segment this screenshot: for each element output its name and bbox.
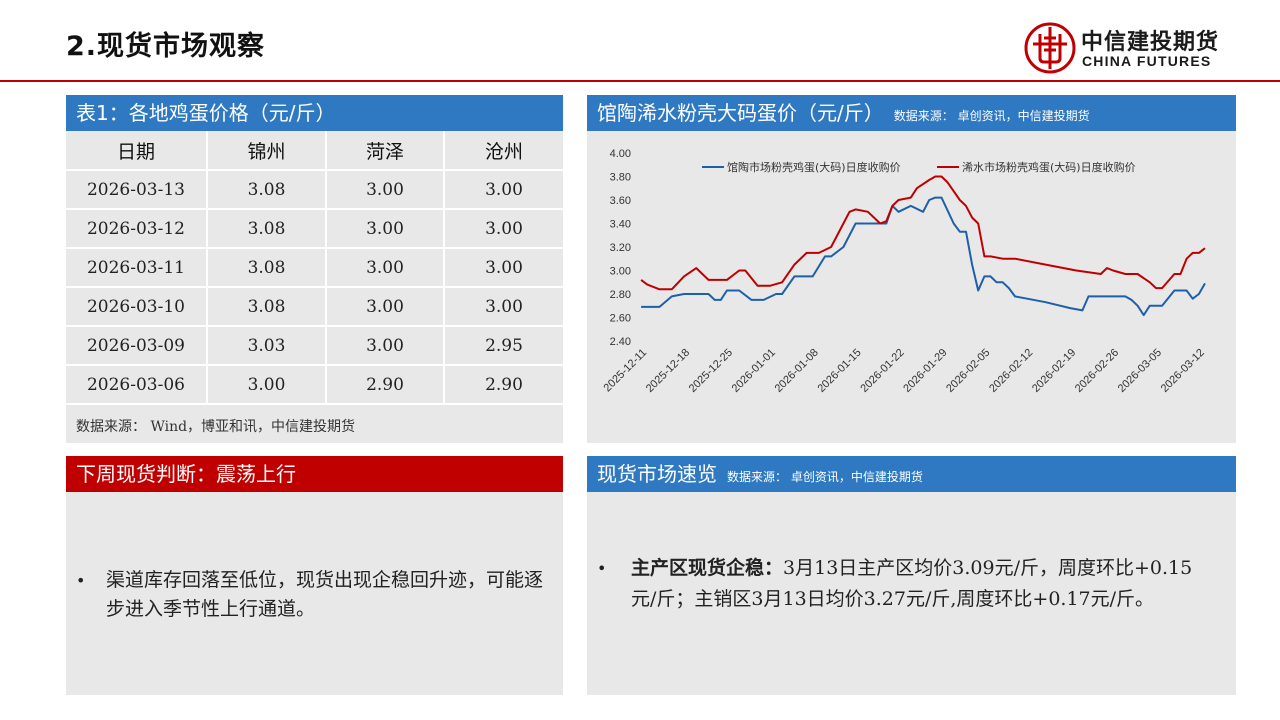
forecast-text-block: • 渠道库存回落至低位，现货出现企稳回升迹，可能逐步进入季节性上行通道。 [76,566,556,624]
table-row: 2026-03-12 3.08 3.00 3.00 [66,209,563,249]
bullet-marker: • [76,571,86,590]
x-tick-label: 2026-01-08 [773,347,821,395]
x-tick-label: 2026-01-15 [815,347,863,395]
y-tick-label: 2.60 [610,313,631,325]
price-cell: 3.00 [444,248,563,288]
column-header-date: 日期 [66,131,208,171]
forecast-panel: 下周现货判断：震荡上行 • 渠道库存回落至低位，现货出现企稳回升迹，可能逐步进入… [66,456,563,695]
price-cell: 3.00 [444,170,563,210]
series-lines [640,175,1206,317]
price-cell: 3.00 [444,209,563,249]
price-cell: 3.08 [207,248,327,288]
table-row: 2026-03-11 3.08 3.00 3.00 [66,248,563,288]
price-cell: 2.90 [326,365,445,405]
page-title: 2.现货市场观察 [66,31,266,62]
legend-label: 馆陶市场粉壳鸡蛋(大码)日度收购价 [727,160,901,174]
egg-price-line-chart: 4.00 3.80 3.60 3.40 3.20 3.00 2.80 2.60 2.40 202… [602,148,1207,395]
y-tick-label: 3.80 [610,172,631,184]
date-cell: 2026-03-09 [66,326,208,366]
price-cell: 3.00 [444,287,563,327]
overview-source-note: 数据来源： 卓创资讯，中信建投期货 [727,470,923,484]
x-axis-ticks: 2025-12-112025-12-182025-12-252026-01-01… [602,347,1207,395]
xishui-series-line [640,175,1206,291]
y-tick-label: 3.00 [610,266,631,278]
x-tick-label: 2025-12-11 [602,347,650,395]
chart-panel-title: 馆陶浠水粉壳大码蛋价（元/斤） [597,101,884,125]
title-divider [0,80,1280,82]
overview-panel-title: 现货市场速览 [597,462,717,486]
overview-text-block: • 主产区现货企稳：3月13日主产区均价3.09元/斤，周度环比+0.15元/斤… [597,553,1217,615]
x-tick-label: 2026-01-22 [858,347,906,395]
price-cell: 3.08 [207,170,327,210]
price-cell: 3.00 [326,287,445,327]
date-cell: 2026-03-12 [66,209,208,249]
legend-label: 浠水市场粉壳鸡蛋(大码)日度收购价 [962,160,1136,174]
y-tick-label: 3.40 [610,219,631,231]
table-source-note: 数据来源： Wind，博亚和讯，中信建投期货 [76,419,356,435]
chart-legend: 馆陶市场粉壳鸡蛋(大码)日度收购价 浠水市场粉壳鸡蛋(大码)日度收购价 [702,160,1136,174]
chart-panel-header: 馆陶浠水粉壳大码蛋价（元/斤） 数据来源： 卓创资讯，中信建投期货 [587,95,1236,131]
column-header-cangzhou: 沧州 [444,131,563,171]
price-cell: 3.08 [207,287,327,327]
overview-text: 3月13日主产区均价3.09元/斤，周度环比+0.15元/斤；主销区3月13日均… [631,557,1193,610]
price-cell: 3.03 [207,326,327,366]
citic-mark-icon [1024,22,1076,74]
table-row: 2026-03-06 3.00 2.90 2.90 [66,365,563,405]
y-tick-label: 2.40 [610,336,631,348]
x-tick-label: 2026-03-12 [1159,347,1207,395]
x-tick-label: 2026-02-26 [1073,347,1121,395]
table-row: 2026-03-10 3.08 3.00 3.00 [66,287,563,327]
price-cell: 3.00 [326,170,445,210]
forecast-panel-header: 下周现货判断：震荡上行 [66,456,563,492]
overview-panel-header: 现货市场速览 数据来源： 卓创资讯，中信建投期货 [587,456,1236,492]
y-tick-label: 4.00 [610,148,631,160]
guantao-series-line [641,196,1206,317]
y-tick-label: 3.20 [610,242,631,254]
price-cell: 3.00 [326,326,445,366]
egg-price-table: 日期 锦州 菏泽 沧州 2026-03-13 3.08 3.00 3.00 20… [66,131,563,405]
column-header-heze: 菏泽 [326,131,445,171]
x-tick-label: 2025-12-18 [644,347,692,395]
x-tick-label: 2026-01-01 [730,347,778,395]
price-table-panel: 表1：各地鸡蛋价格（元/斤） 日期 锦州 菏泽 沧州 2026-03-13 3.… [66,95,563,443]
bullet-marker: • [597,559,607,578]
chart-source-note: 数据来源： 卓创资讯，中信建投期货 [893,109,1090,123]
x-tick-label: 2026-03-05 [1116,347,1164,395]
company-logo: 中信建投期货 CHINA FUTURES [1024,22,1244,74]
date-cell: 2026-03-06 [66,365,208,405]
price-cell: 3.00 [326,248,445,288]
x-tick-label: 2026-02-12 [987,347,1035,395]
logo-english-name: CHINA FUTURES [1082,53,1212,69]
table-panel-header: 表1：各地鸡蛋价格（元/斤） [66,95,563,131]
x-tick-label: 2025-12-25 [687,347,735,395]
price-cell: 3.00 [326,209,445,249]
table-header-row: 日期 锦州 菏泽 沧州 [66,131,563,171]
column-header-jinzhou: 锦州 [207,131,327,171]
x-tick-label: 2026-01-29 [901,347,949,395]
y-tick-label: 2.80 [610,289,631,301]
chart-panel: 馆陶浠水粉壳大码蛋价（元/斤） 数据来源： 卓创资讯，中信建投期货 4.00 3.8… [587,95,1236,443]
date-cell: 2026-03-13 [66,170,208,210]
price-cell: 3.00 [207,365,327,405]
market-overview-panel: 现货市场速览 数据来源： 卓创资讯，中信建投期货 • 主产区现货企稳：3月13日主… [587,456,1236,695]
x-tick-label: 2026-02-19 [1030,347,1078,395]
price-cell: 3.08 [207,209,327,249]
table-row: 2026-03-13 3.08 3.00 3.00 [66,170,563,210]
date-cell: 2026-03-10 [66,287,208,327]
overview-lead: 主产区现货企稳： [631,557,784,579]
date-cell: 2026-03-11 [66,248,208,288]
price-cell: 2.90 [444,365,563,405]
x-tick-label: 2026-02-05 [944,347,992,395]
table-row: 2026-03-09 3.03 3.00 2.95 [66,326,563,366]
price-cell: 2.95 [444,326,563,366]
y-axis-ticks: 4.00 3.80 3.60 3.40 3.20 3.00 2.80 2.60 2.40 [610,148,631,348]
y-tick-label: 3.60 [610,195,631,207]
logo-chinese-name: 中信建投期货 [1081,30,1220,55]
forecast-text: 渠道库存回落至低位，现货出现企稳回升迹，可能逐步进入季节性上行通道。 [106,569,544,620]
